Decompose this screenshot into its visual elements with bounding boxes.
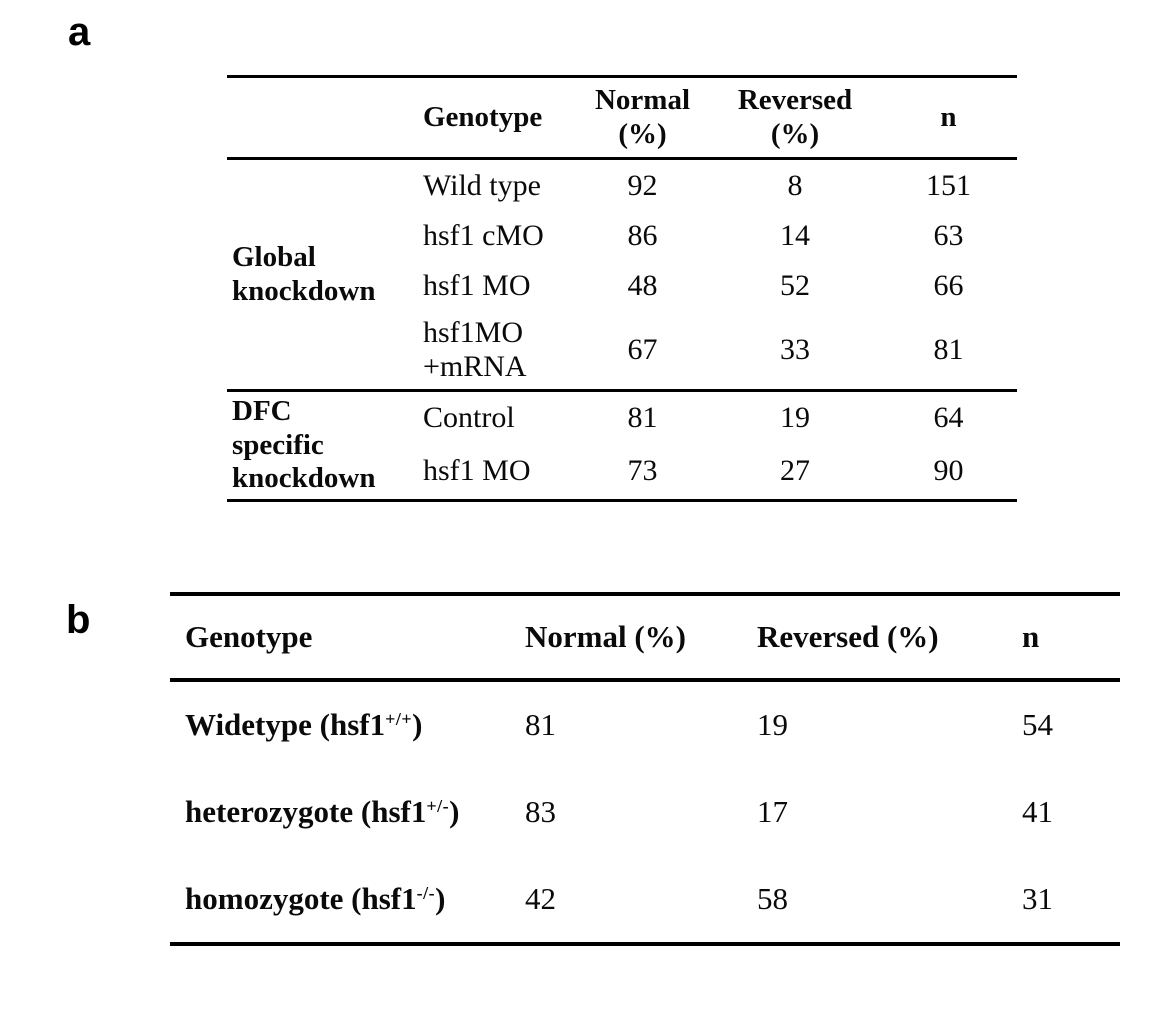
cell-genotype: Wild type [423, 168, 541, 202]
table-row: hsf1MO +mRNA 67 33 81 [227, 312, 1017, 391]
table-a-header-genotype: Genotype [423, 100, 543, 133]
cell-normal: 83 [525, 794, 556, 829]
table-row: Widetype (hsf1+/+) 81 19 54 [170, 680, 1120, 768]
genotype-text: heterozygote (hsf1 [185, 794, 427, 829]
genotype-text: homozygote (hsf1 [185, 881, 417, 916]
table-b-grid: Genotype Normal (%) Reversed (%) n Widet… [170, 592, 1120, 946]
table-row: Global knockdown Wild type 92 8 151 [227, 159, 1017, 307]
cell-reversed: 27 [780, 454, 810, 487]
cell-n: 90 [933, 454, 964, 487]
cell-reversed: 8 [787, 168, 803, 202]
table-a: Genotype Normal (%) Reversed (%) n Globa… [227, 75, 1017, 502]
cell-genotype: heterozygote (hsf1+/-) [170, 768, 523, 856]
genotype-text-close: ) [412, 707, 423, 742]
table-a-header-row: Genotype Normal (%) Reversed (%) n [227, 77, 1017, 159]
cell-normal: 48 [627, 269, 658, 303]
table-b-header-n: n [1022, 619, 1040, 654]
genotype-text-close: ) [435, 881, 446, 916]
cell-genotype: hsf1 MO [423, 269, 531, 303]
table-b-header-row: Genotype Normal (%) Reversed (%) n [170, 594, 1120, 680]
genotype-superscript: +/- [426, 796, 450, 817]
cell-normal: 86 [627, 219, 658, 253]
cell-reversed: 52 [780, 269, 810, 303]
table-a-header-normal: Normal (%) [594, 84, 691, 150]
cell-reversed: 14 [780, 219, 810, 253]
cell-reversed: 58 [757, 881, 788, 916]
table-row: DFC specific knockdown Control 81 19 64 [227, 391, 1017, 494]
cell-genotype: hsf1 cMO [423, 219, 544, 253]
table-b-header: Genotype Normal (%) Reversed (%) n [170, 594, 1120, 680]
group-label-dfc: DFC specific knockdown [232, 395, 376, 495]
table-row: hsf1 MO 48 52 66 [227, 262, 1017, 312]
table-a-header-reversed: Reversed (%) [737, 84, 853, 150]
cell-n: 64 [933, 400, 964, 434]
table-b-header-normal: Normal (%) [525, 619, 686, 654]
table-b-body: Widetype (hsf1+/+) 81 19 54 heterozygote… [170, 680, 1120, 944]
genotype-text: Widetype (hsf1 [185, 707, 386, 742]
table-row: hsf1 cMO 86 14 63 [227, 212, 1017, 262]
table-a-dfc-group: DFC specific knockdown Control 81 19 64 … [227, 390, 1017, 501]
cell-normal: 81 [525, 707, 556, 742]
table-a-header: Genotype Normal (%) Reversed (%) n [227, 77, 1017, 159]
cell-n: 63 [933, 219, 964, 253]
cell-n: 41 [1022, 794, 1053, 829]
table-b-header-genotype: Genotype [185, 619, 313, 654]
cell-normal: 42 [525, 881, 556, 916]
cell-n: 31 [1022, 881, 1053, 916]
cell-reversed: 33 [780, 333, 810, 366]
cell-n: 66 [933, 269, 964, 303]
table-row: hsf1 MO 73 27 90 [227, 444, 1017, 501]
group-label-global: Global knockdown [232, 241, 376, 307]
cell-n: 151 [926, 168, 971, 202]
genotype-text-close: ) [449, 794, 460, 829]
table-row: homozygote (hsf1-/-) 42 58 31 [170, 856, 1120, 944]
cell-normal: 81 [627, 400, 658, 434]
cell-genotype: Widetype (hsf1+/+) [170, 680, 523, 768]
table-row: heterozygote (hsf1+/-) 83 17 41 [170, 768, 1120, 856]
cell-normal: 73 [627, 454, 658, 487]
cell-reversed: 17 [757, 794, 788, 829]
cell-genotype: hsf1MO +mRNA [423, 315, 527, 384]
panel-a-label: a [68, 10, 91, 54]
table-b-header-reversed: Reversed (%) [757, 619, 939, 654]
panel-b-label: b [66, 598, 91, 642]
table-a-header-group [227, 77, 410, 159]
cell-n: 81 [933, 333, 964, 366]
cell-n: 54 [1022, 707, 1053, 742]
genotype-superscript: +/+ [385, 709, 413, 730]
cell-reversed: 19 [780, 400, 810, 434]
cell-genotype: hsf1 MO [423, 454, 531, 487]
genotype-superscript: -/- [416, 883, 436, 904]
table-a-header-n: n [940, 100, 957, 133]
cell-normal: 67 [627, 333, 658, 366]
table-a-grid: Genotype Normal (%) Reversed (%) n Globa… [227, 75, 1017, 502]
cell-genotype: Control [423, 400, 515, 434]
cell-genotype: homozygote (hsf1-/-) [170, 856, 523, 944]
cell-normal: 92 [627, 168, 658, 202]
table-a-global-group: Global knockdown Wild type 92 8 151 hsf1… [227, 159, 1017, 391]
table-b: Genotype Normal (%) Reversed (%) n Widet… [170, 592, 1120, 946]
cell-reversed: 19 [757, 707, 788, 742]
